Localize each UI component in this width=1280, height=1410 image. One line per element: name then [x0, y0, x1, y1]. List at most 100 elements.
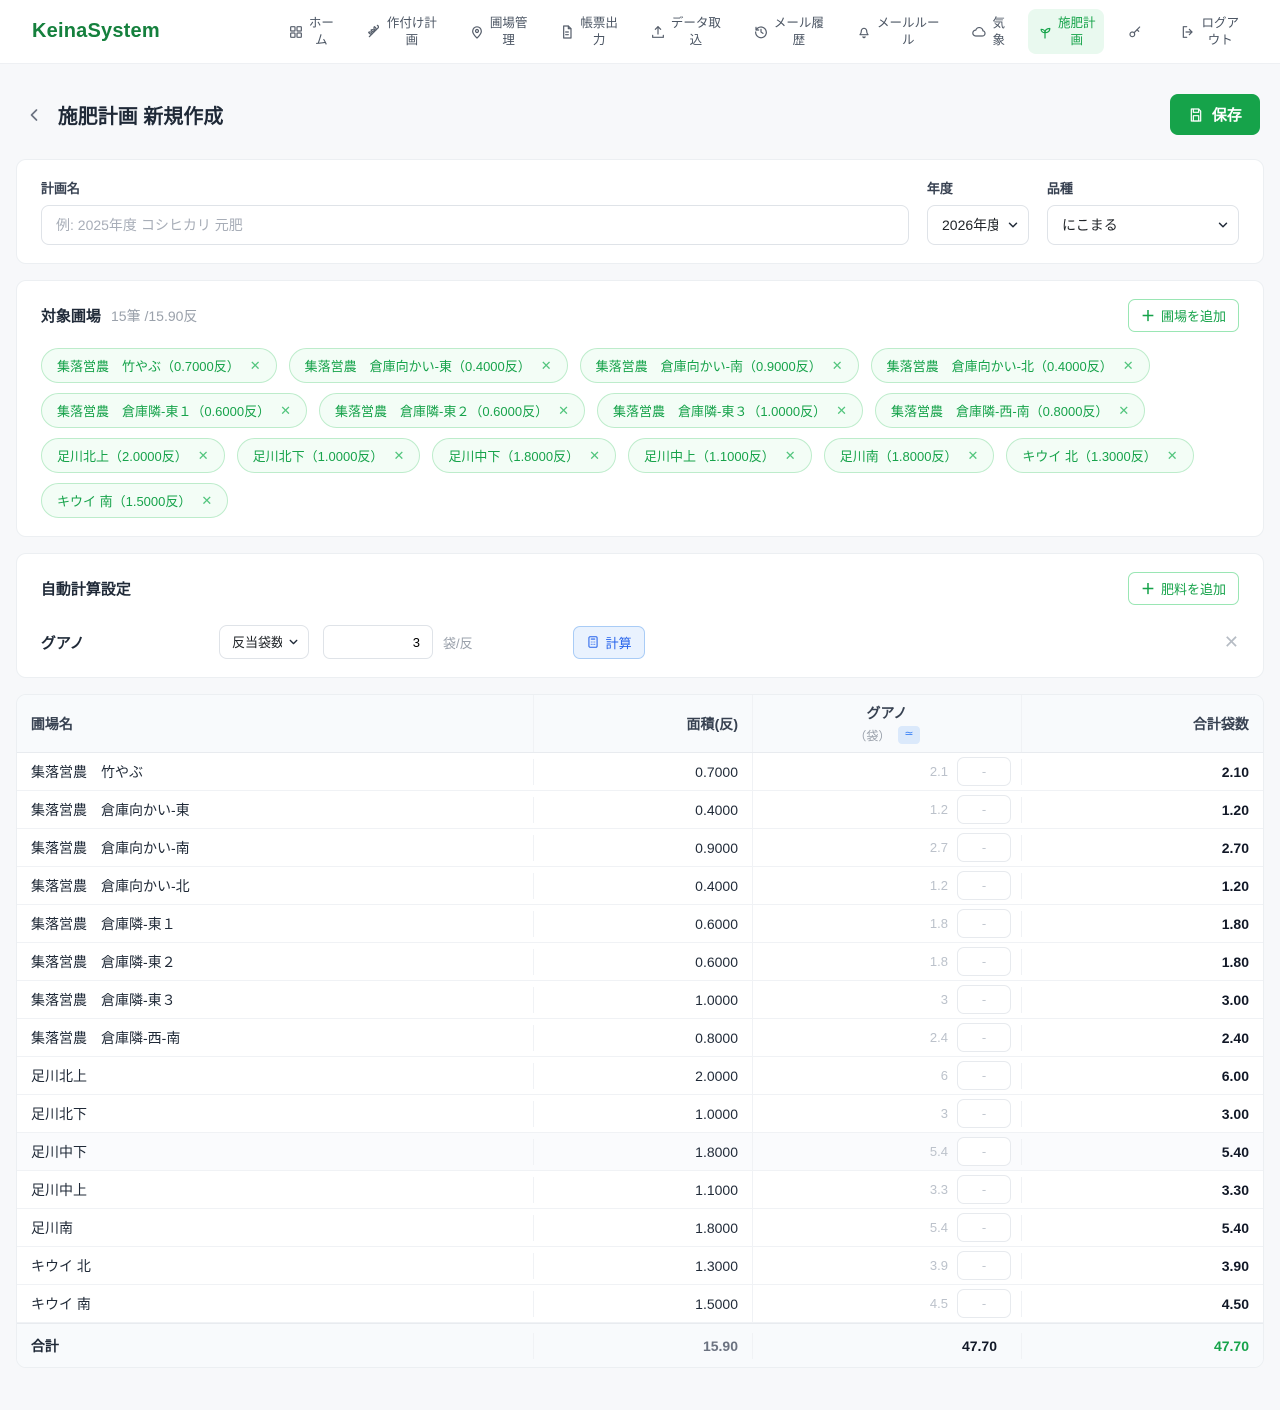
brand-logo[interactable]: KeinaSystem: [32, 20, 160, 42]
field-tag-label: 集落営農 倉庫隣-東１（0.6000反）: [57, 404, 271, 419]
table-row: 集落営農 倉庫隣-東３ 1.0000 3 3.00: [17, 981, 1263, 1019]
target-fields-title: 対象圃場: [41, 308, 102, 325]
total-bags-cell: 2.40: [1021, 1024, 1263, 1051]
table-row: 集落営農 竹やぶ 0.7000 2.1 2.10: [17, 753, 1263, 791]
remove-tag-icon[interactable]: ✕: [831, 358, 843, 373]
add-field-button[interactable]: ＋ 圃場を追加: [1127, 299, 1239, 332]
remove-tag-icon[interactable]: ✕: [558, 403, 569, 418]
fertilizer-cell: 1.8: [752, 905, 1021, 942]
override-input[interactable]: [957, 757, 1011, 786]
remove-tag-icon[interactable]: ✕: [1118, 403, 1130, 418]
field-name-cell: 足川中下: [31, 1143, 87, 1160]
override-input[interactable]: [957, 1251, 1011, 1280]
target-fields-card: 対象圃場 15筆 /15.90反 ＋ 圃場を追加 集落営農 竹やぶ（0.7000…: [16, 280, 1264, 537]
add-fertilizer-button[interactable]: ＋ 肥料を追加: [1127, 572, 1239, 605]
remove-tag-icon[interactable]: ✕: [784, 448, 796, 463]
nav-item[interactable]: 帳票出 力: [550, 9, 627, 55]
nav-item[interactable]: メール履 歴: [744, 9, 833, 55]
calc-mode-select[interactable]: 反当袋数: [219, 625, 309, 659]
variety-select[interactable]: にこまる: [1047, 205, 1239, 245]
remove-tag-icon[interactable]: ✕: [967, 448, 979, 463]
remove-tag-icon[interactable]: ✕: [1122, 358, 1134, 373]
override-input[interactable]: [957, 1023, 1011, 1052]
override-input[interactable]: [957, 871, 1011, 900]
total-bags-cell: 3.90: [1021, 1252, 1263, 1279]
total-bags-cell: 5.40: [1021, 1214, 1263, 1241]
area-cell: 0.8000: [533, 1024, 752, 1051]
total-bags-cell: 2.10: [1021, 758, 1263, 785]
remove-tag-icon[interactable]: ✕: [280, 403, 291, 418]
nav-item[interactable]: データ取 込: [641, 9, 730, 55]
auto-calc-value: 3.3: [929, 1182, 948, 1197]
area-cell: 1.5000: [533, 1290, 752, 1317]
area-cell: 0.6000: [533, 910, 752, 937]
field-tag: 足川北下（1.0000反） ✕: [236, 438, 421, 473]
total-bags-cell: 6.00: [1021, 1062, 1263, 1089]
plan-form-card: 計画名 年度 2026年度 品種 にこまる: [16, 159, 1264, 264]
plan-name-label: 計画名: [41, 181, 81, 196]
year-select[interactable]: 2026年度: [927, 205, 1029, 245]
fertilizer-cell: 1.2: [752, 867, 1021, 904]
override-input[interactable]: [957, 1289, 1011, 1318]
top-navbar: KeinaSystem ホー ム 作付け計 画 圃場管 理 帳票出 力 データ取…: [0, 0, 1280, 64]
col-field-name: 圃場名: [31, 715, 73, 732]
override-input[interactable]: [957, 1137, 1011, 1166]
override-input[interactable]: [957, 795, 1011, 824]
footer-bags-total: 47.70: [1021, 1332, 1263, 1359]
remove-tag-icon[interactable]: ✕: [393, 448, 405, 463]
back-button[interactable]: [20, 101, 48, 129]
override-input[interactable]: [957, 909, 1011, 938]
remove-tag-icon[interactable]: ✕: [836, 403, 847, 418]
remove-tag-icon[interactable]: ✕: [1166, 448, 1178, 463]
remove-tag-icon[interactable]: ✕: [197, 448, 209, 463]
nav-item[interactable]: ログア ウト: [1171, 9, 1248, 55]
document-icon: [559, 24, 575, 40]
bags-per-tan-input[interactable]: [323, 625, 433, 659]
page-body: 施肥計画 新規作成 保存 計画名 年度 2026年度: [0, 94, 1280, 1410]
year-label: 年度: [927, 181, 954, 196]
nav-item[interactable]: 作付け計 画: [357, 9, 446, 55]
nav-item[interactable]: 気 象: [962, 9, 1014, 55]
fertilizer-cell: 4.5: [752, 1285, 1021, 1322]
override-input[interactable]: [957, 1099, 1011, 1128]
field-tag: 集落営農 倉庫向かい-東（0.4000反） ✕: [288, 348, 568, 383]
override-input[interactable]: [957, 1061, 1011, 1090]
field-tag-label: キウイ 北（1.3000反）: [1022, 449, 1157, 464]
table-row: 集落営農 倉庫向かい-南 0.9000 2.7 2.70: [17, 829, 1263, 867]
auto-calc-value: 2.1: [929, 764, 948, 779]
override-input[interactable]: [957, 833, 1011, 862]
nav-item[interactable]: 施肥計 画: [1027, 8, 1105, 55]
save-button[interactable]: 保存: [1169, 94, 1260, 135]
calculate-button[interactable]: 計算: [572, 625, 645, 659]
remove-tag-icon[interactable]: ✕: [201, 493, 213, 508]
nav-item[interactable]: [1118, 18, 1157, 46]
nav-item[interactable]: メールルー ル: [847, 9, 949, 55]
round-toggle-badge[interactable]: ≃: [898, 726, 920, 744]
auto-calc-value: 5.4: [929, 1220, 948, 1235]
field-name-cell: 集落営農 倉庫向かい-東: [31, 801, 190, 818]
override-input[interactable]: [957, 985, 1011, 1014]
field-name-cell: 足川北下: [31, 1105, 87, 1122]
field-tag-label: 集落営農 倉庫隣-東２（0.6000反）: [335, 404, 549, 419]
override-input[interactable]: [957, 947, 1011, 976]
table-row: 足川北下 1.0000 3 3.00: [17, 1095, 1263, 1133]
area-cell: 2.0000: [533, 1062, 752, 1089]
field-tag: キウイ 南（1.5000反） ✕: [41, 483, 229, 518]
field-name-cell: 集落営農 倉庫隣-東２: [31, 953, 176, 970]
override-input[interactable]: [957, 1213, 1011, 1242]
remove-tag-icon[interactable]: ✕: [249, 358, 261, 373]
field-name-cell: 集落営農 倉庫隣-西-南: [31, 1029, 181, 1046]
field-name-cell: 集落営農 倉庫向かい-北: [31, 877, 190, 894]
remove-fertilizer-icon[interactable]: ✕: [1223, 632, 1239, 652]
fertilizer-calc-row: グアノ 反当袋数 袋/反 計算 ✕: [41, 625, 1239, 659]
nav-item[interactable]: 圃場管 理: [460, 9, 537, 55]
auto-calc-card: 自動計算設定 ＋ 肥料を追加 グアノ 反当袋数 袋/反 計算 ✕: [16, 553, 1264, 678]
remove-tag-icon[interactable]: ✕: [540, 358, 552, 373]
auto-calc-value: 3: [940, 992, 948, 1007]
plan-name-input[interactable]: [41, 205, 909, 245]
override-input[interactable]: [957, 1175, 1011, 1204]
remove-tag-icon[interactable]: ✕: [589, 448, 601, 463]
nav-item[interactable]: ホー ム: [279, 9, 343, 55]
cloud-icon: [971, 24, 987, 40]
wheat-icon: [366, 24, 382, 40]
